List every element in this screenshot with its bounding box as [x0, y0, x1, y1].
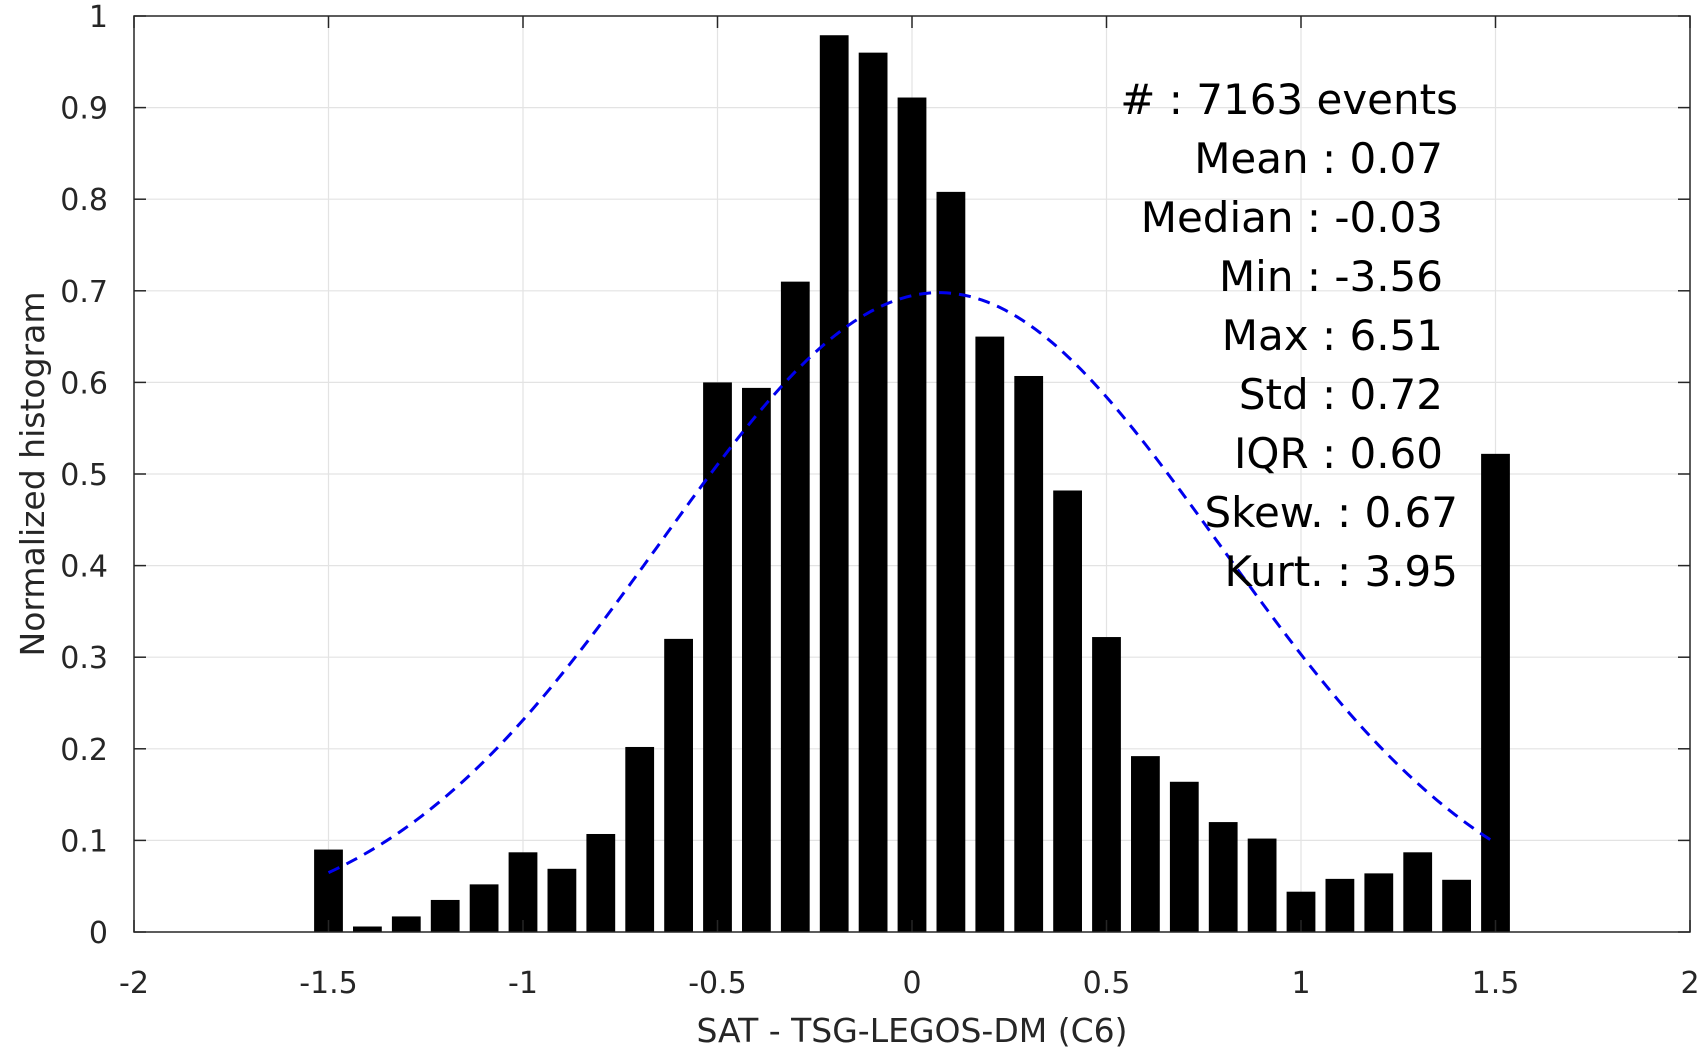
histogram-bar — [703, 382, 732, 932]
y-tick-label: 0.1 — [60, 824, 108, 859]
y-tick-labels: 0 0.1 0.2 0.3 0.4 0.5 0.6 0.7 0.8 0.9 1 — [60, 0, 108, 951]
fit-curve-layer — [327, 291, 1497, 875]
histogram-bar — [508, 852, 538, 932]
histogram-bar — [819, 35, 849, 932]
x-tick-label: 2 — [1680, 966, 1699, 1001]
histogram-bar — [469, 884, 499, 932]
stats-mean: Mean : 0.07 — [1194, 134, 1443, 183]
histogram-bar — [1247, 838, 1277, 932]
y-tick-label: 0.8 — [60, 183, 108, 218]
histogram-bar — [1169, 781, 1199, 932]
histogram-bar — [936, 191, 966, 932]
stats-max: Max : 6.51 — [1222, 311, 1443, 360]
x-tick-label: 0.5 — [1083, 966, 1131, 1001]
y-tick-label: 0.6 — [60, 366, 108, 401]
histogram-bar — [1208, 822, 1238, 932]
histogram-bar — [1325, 878, 1355, 932]
x-tick-label: -1 — [508, 966, 538, 1001]
stats-kurt: Kurt. : 3.95 — [1224, 547, 1458, 596]
stats-annotation: # : 7163 events Mean : 0.07 Median : -0.… — [1120, 75, 1458, 596]
x-tick-label: -2 — [119, 966, 149, 1001]
histogram-bar — [858, 52, 888, 932]
histogram-bar — [1403, 852, 1433, 932]
x-tick-label: 1.5 — [1472, 966, 1520, 1001]
y-tick-label: 0.4 — [60, 550, 108, 585]
histogram-bar — [586, 833, 616, 932]
y-axis-label: Normalized histogram — [13, 292, 52, 657]
x-axis-label: SAT - TSG-LEGOS-DM (C6) — [697, 1011, 1128, 1050]
histogram-bar — [1481, 453, 1510, 932]
x-tick-label: 0 — [902, 966, 921, 1001]
stats-std: Std : 0.72 — [1239, 370, 1443, 419]
histogram-bar — [897, 97, 927, 933]
histogram-bar — [625, 746, 655, 932]
histogram-bar — [1442, 879, 1471, 932]
y-tick-label: 0.5 — [60, 458, 108, 493]
histogram-bar — [742, 387, 771, 932]
histogram-bar — [314, 849, 343, 932]
y-tick-label: 0.9 — [60, 92, 108, 127]
stats-min: Min : -3.56 — [1219, 252, 1443, 301]
histogram-bars — [314, 35, 1510, 933]
histogram-bar — [1053, 490, 1082, 932]
histogram-bar — [664, 638, 693, 932]
y-tick-label: 0.2 — [60, 733, 108, 768]
gaussian-fit-curve — [327, 291, 1497, 875]
histogram-bar — [353, 926, 382, 932]
y-tick-label: 1 — [89, 0, 108, 35]
x-tick-label: 1 — [1291, 966, 1310, 1001]
histogram-bar — [1014, 375, 1044, 932]
stats-median: Median : -0.03 — [1141, 193, 1443, 242]
stats-skew: Skew. : 0.67 — [1204, 488, 1458, 537]
histogram-bar — [780, 281, 810, 932]
y-tick-label: 0 — [89, 916, 108, 951]
x-tick-label: -0.5 — [688, 966, 747, 1001]
x-tick-label: -1.5 — [299, 966, 358, 1001]
axis-ticks — [133, 15, 1691, 933]
histogram-bar — [975, 336, 1005, 933]
histogram-bar — [1364, 873, 1394, 932]
histogram-bar — [547, 868, 577, 932]
stats-iqr: IQR : 0.60 — [1234, 429, 1443, 478]
histogram-bar — [1131, 756, 1160, 932]
y-tick-label: 0.3 — [60, 641, 108, 676]
stats-count: # : 7163 events — [1120, 75, 1458, 124]
x-tick-labels: -2 -1.5 -1 -0.5 0 0.5 1 1.5 2 — [119, 966, 1700, 1001]
y-tick-label: 0.7 — [60, 275, 108, 310]
histogram-bar — [1092, 637, 1121, 932]
histogram-bar — [430, 899, 460, 932]
histogram-bar — [391, 916, 421, 932]
